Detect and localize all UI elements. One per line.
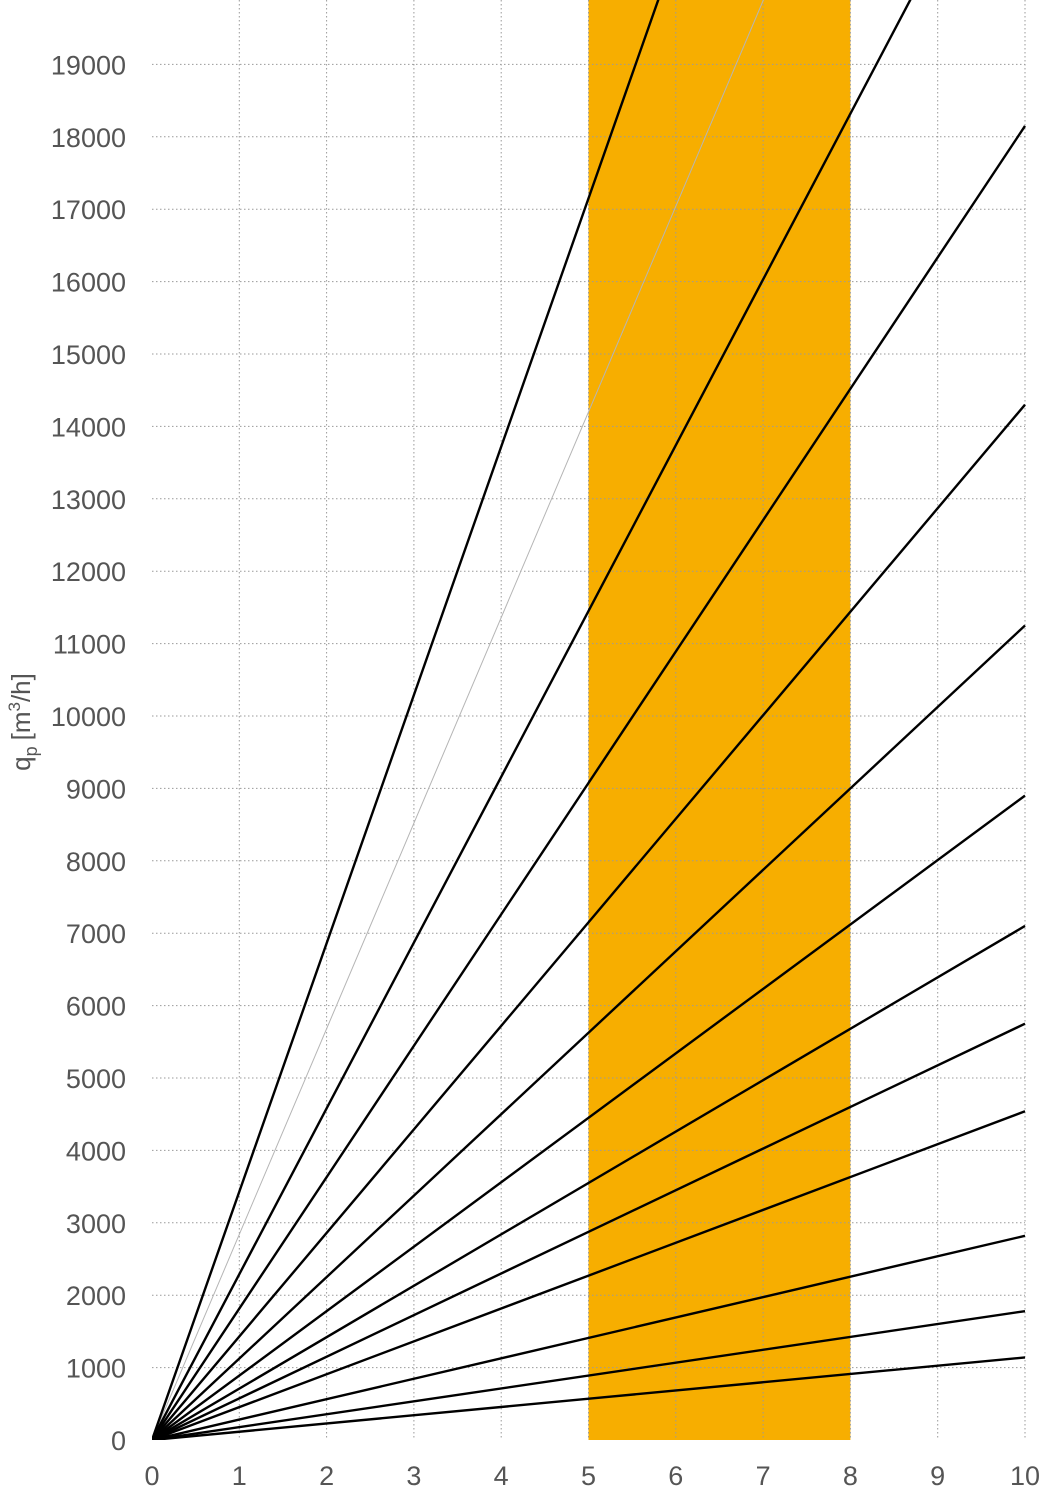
- y-tick-label: 18000: [51, 123, 126, 153]
- y-tick-label: 3000: [66, 1209, 126, 1239]
- y-tick-label: 17000: [51, 195, 126, 225]
- y-tick-label: 14000: [51, 412, 126, 442]
- series-line-10: [152, 125, 1026, 1440]
- y-tick-label: 10000: [51, 702, 126, 732]
- y-axis-title: qp [m3/h]: [5, 673, 41, 771]
- reference-line: [152, 0, 764, 1440]
- x-tick-label: 8: [843, 1461, 858, 1491]
- reference-line-layer: [152, 0, 764, 1440]
- y-tick-label: 6000: [66, 992, 126, 1022]
- series-line-11: [152, 0, 912, 1440]
- series-line-3: [152, 1234, 1026, 1440]
- y-axis-title-unit-end: /h]: [6, 673, 36, 702]
- y-tick-label: 0: [111, 1426, 126, 1456]
- x-tick-label: 9: [930, 1461, 945, 1491]
- y-tick-label: 5000: [66, 1064, 126, 1094]
- x-tick-label: 1: [232, 1461, 247, 1491]
- y-tick-label: 11000: [53, 630, 126, 660]
- gridlines: [152, 0, 1026, 1440]
- y-tick-labels: 0 1000 2000 3000 4000 5000 6000 7000 8000 9000 100…: [51, 50, 126, 1456]
- x-tick-label: 5: [581, 1461, 596, 1491]
- series-layer: [152, 0, 1026, 1440]
- y-tick-label: 4000: [66, 1136, 126, 1166]
- series-line-7: [152, 794, 1026, 1440]
- y-axis-title-symbol: q: [6, 756, 36, 770]
- y-tick-label: 15000: [51, 340, 126, 370]
- y-axis-title-subscript: p: [21, 746, 41, 756]
- y-tick-label: 8000: [66, 847, 126, 877]
- highlight-band-layer: [588, 0, 851, 1440]
- series-line-1: [152, 1356, 1026, 1440]
- x-tick-label: 10: [1010, 1461, 1040, 1491]
- y-tick-label: 13000: [51, 485, 126, 515]
- series-line-9: [152, 403, 1026, 1440]
- y-tick-label: 7000: [66, 919, 126, 949]
- x-tick-label: 7: [756, 1461, 771, 1491]
- x-tick-label: 3: [406, 1461, 421, 1491]
- y-axis-title-superscript: 3: [5, 702, 24, 711]
- y-tick-label: 16000: [51, 268, 126, 298]
- series-line-8: [152, 624, 1026, 1440]
- y-tick-label: 12000: [51, 557, 126, 587]
- x-tick-label: 2: [319, 1461, 334, 1491]
- y-tick-label: 19000: [51, 50, 126, 80]
- series-line-4: [152, 1110, 1026, 1440]
- x-tick-labels: 0 1 2 3 4 5 6 7 8 9 10: [144, 1461, 1040, 1491]
- y-tick-label: 2000: [66, 1281, 126, 1311]
- y-tick-label: 9000: [66, 774, 126, 804]
- x-tick-label: 0: [144, 1461, 159, 1491]
- x-tick-label: 4: [494, 1461, 509, 1491]
- y-tick-label: 1000: [66, 1354, 126, 1384]
- series-line-5: [152, 1022, 1026, 1440]
- series-line-12: [152, 0, 660, 1440]
- x-tick-label: 6: [668, 1461, 683, 1491]
- series-line-2: [152, 1309, 1026, 1440]
- y-axis-title-unit-start: [m: [6, 712, 36, 741]
- series-line-6: [152, 924, 1026, 1440]
- highlight-band: [588, 0, 851, 1440]
